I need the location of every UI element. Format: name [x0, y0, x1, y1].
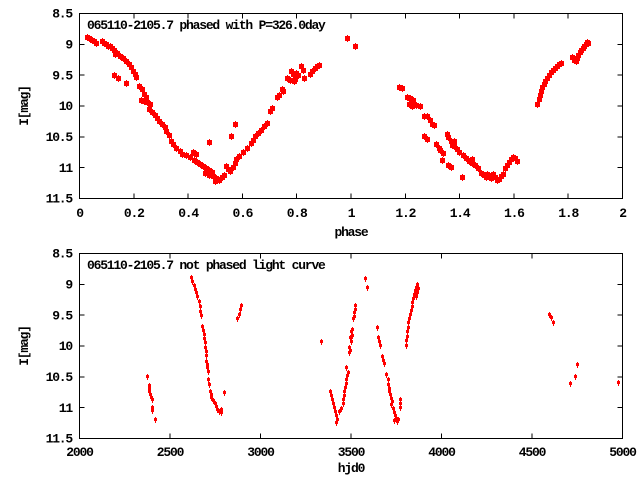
svg-text:0.2: 0.2	[124, 206, 145, 221]
svg-text:8.5: 8.5	[52, 7, 73, 22]
svg-text:065110-2105.7 phased with P=32: 065110-2105.7 phased with P=326.0day	[87, 18, 326, 33]
svg-text:1: 1	[348, 206, 356, 221]
svg-text:3500: 3500	[338, 445, 366, 460]
svg-text:4500: 4500	[519, 445, 547, 460]
svg-text:1.6: 1.6	[504, 206, 525, 221]
svg-text:phase: phase	[334, 225, 368, 240]
svg-text:2000: 2000	[66, 445, 94, 460]
svg-text:1.8: 1.8	[558, 206, 579, 221]
svg-text:5000: 5000	[609, 445, 637, 460]
svg-text:2: 2	[619, 206, 627, 221]
svg-text:0.6: 0.6	[232, 206, 253, 221]
svg-text:10.5: 10.5	[46, 370, 74, 385]
svg-text:11: 11	[59, 161, 74, 176]
svg-text:4000: 4000	[428, 445, 456, 460]
svg-text:10.5: 10.5	[46, 130, 74, 145]
svg-text:hjd0: hjd0	[338, 461, 366, 476]
svg-text:1.4: 1.4	[450, 206, 471, 221]
svg-text:0.8: 0.8	[287, 206, 308, 221]
svg-text:0: 0	[76, 206, 84, 221]
svg-text:11: 11	[59, 401, 74, 416]
svg-text:9.5: 9.5	[52, 308, 73, 323]
svg-text:10: 10	[59, 99, 74, 114]
svg-text:2500: 2500	[157, 445, 185, 460]
svg-text:11.5: 11.5	[46, 432, 74, 447]
svg-text:8.5: 8.5	[52, 247, 73, 262]
svg-text:11.5: 11.5	[46, 192, 74, 207]
svg-text:9: 9	[65, 277, 73, 292]
svg-text:10: 10	[59, 339, 74, 354]
svg-text:1.2: 1.2	[395, 206, 416, 221]
svg-text:3000: 3000	[247, 445, 275, 460]
svg-text:065110-2105.7 not phased light: 065110-2105.7 not phased light curve	[87, 258, 326, 273]
svg-text:I[mag]: I[mag]	[17, 326, 32, 366]
svg-text:9.5: 9.5	[52, 68, 73, 83]
svg-text:0.4: 0.4	[178, 206, 199, 221]
svg-text:9: 9	[65, 37, 73, 52]
svg-text:I[mag]: I[mag]	[17, 86, 32, 126]
